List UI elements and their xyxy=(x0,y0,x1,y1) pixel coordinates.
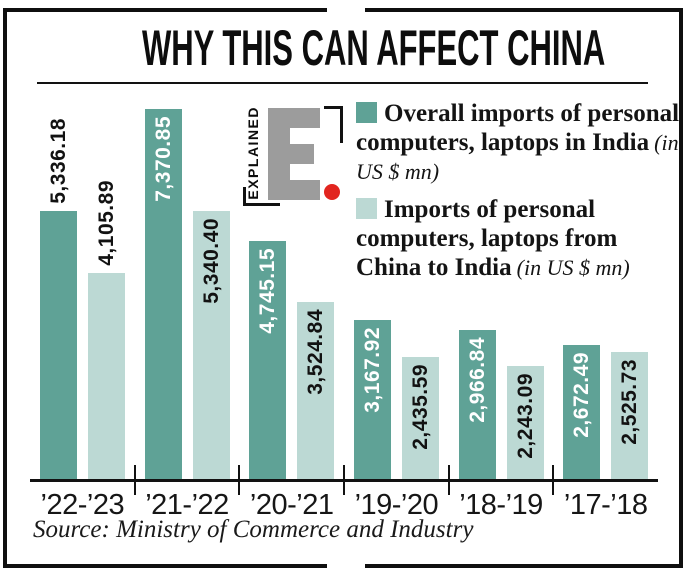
bar-group: 2,672.49 2,525.73 xyxy=(553,90,658,479)
bar-value-label: 2,966.84 xyxy=(465,337,489,423)
legend-label: Overall imports of personal computers, l… xyxy=(356,100,680,156)
category-label: ’20-’21 xyxy=(249,489,334,521)
bar-imports-from-china: 3,524.84 xyxy=(297,302,335,479)
logo-explained-text: EXPLAINED xyxy=(245,106,261,200)
bar-overall-imports: 2,672.49 xyxy=(563,345,601,479)
bar-value-label: 4,105.89 xyxy=(94,180,118,266)
category-label: ’21-’22 xyxy=(145,489,229,521)
bar-column: 2,525.73 xyxy=(611,352,649,479)
category-label: ’22-’23 xyxy=(40,489,125,521)
bar-imports-from-china: 2,243.09 xyxy=(506,366,544,479)
bar-column: 7,370.85 xyxy=(144,109,182,479)
bar-value-label: 5,340.40 xyxy=(199,218,223,304)
bar-group: 3,167.92 2,435.59 xyxy=(344,90,449,479)
legend: Overall imports of personal computers, l… xyxy=(356,99,688,291)
bar-column: 4,105.89 xyxy=(87,180,125,479)
legend-item-overall: Overall imports of personal computers, l… xyxy=(356,99,688,186)
bar-overall-imports: 2,966.84 xyxy=(458,330,496,479)
bar-column: 2,966.84 xyxy=(458,330,496,479)
logo-e-arm-top xyxy=(268,108,320,128)
bar-column: 3,167.92 xyxy=(353,320,391,479)
bar-group: 4,745.15 3,524.84 xyxy=(239,90,344,479)
page-title: WHY THIS CAN AFFECT CHINA xyxy=(141,20,606,76)
logo-red-dot xyxy=(324,184,340,200)
logo-letter-e xyxy=(268,108,320,200)
bar-value-label: 7,370.85 xyxy=(151,116,175,202)
logo-bracket-bottom-left xyxy=(243,187,280,206)
category-label: ’19-’20 xyxy=(354,489,439,521)
bar-value-label: 2,525.73 xyxy=(618,359,642,445)
bar-column: 3,524.84 xyxy=(297,302,335,479)
header: WHY THIS CAN AFFECT CHINA xyxy=(0,22,689,75)
bar-overall-imports xyxy=(39,211,77,479)
axis-tick xyxy=(552,465,555,495)
axis-tick xyxy=(133,465,136,495)
bar-column: 5,340.40 xyxy=(192,211,230,479)
border-gap-top xyxy=(327,6,365,18)
axis-tick xyxy=(238,465,241,495)
category-label: ’18-’19 xyxy=(459,489,543,521)
bar-imports-from-china: 2,525.73 xyxy=(611,352,649,479)
bar-value-label: 2,672.49 xyxy=(570,352,594,438)
bar-group: 7,370.85 5,340.40 xyxy=(135,90,240,479)
bar-column: 2,672.49 xyxy=(563,345,601,479)
explained-logo: EXPLAINED xyxy=(243,100,343,206)
bar-group: 5,336.18 4,105.89 xyxy=(30,90,135,479)
border-gap-bottom xyxy=(327,560,365,572)
bar-overall-imports: 4,745.15 xyxy=(249,241,287,479)
bar-column: 4,745.15 xyxy=(249,241,287,479)
category-label: ’17-’18 xyxy=(563,489,648,521)
category-axis: ’22-’23 ’21-’22 ’20-’21 ’19-’20 ’18-’19 ’17-’… xyxy=(30,489,658,522)
title-divider xyxy=(37,82,648,84)
legend-unit: (in US $ mn) xyxy=(516,255,630,280)
bar-imports-from-china xyxy=(87,273,125,479)
source-note: Source: Ministry of Commerce and Industr… xyxy=(33,516,474,543)
legend-item-china: Imports of personal computers, laptops f… xyxy=(356,195,688,282)
bar-value-label: 4,745.15 xyxy=(256,248,280,334)
bar-column: 2,243.09 xyxy=(506,366,544,479)
bar-value-label: 3,167.92 xyxy=(360,327,384,413)
logo-bracket-top-right xyxy=(324,106,343,143)
legend-swatch-light xyxy=(356,198,377,219)
bar-imports-from-china: 2,435.59 xyxy=(401,357,439,479)
axis-tick xyxy=(343,465,345,495)
logo-e-arm-bottom xyxy=(268,180,320,200)
bar-column: 5,336.18 xyxy=(39,118,77,479)
axis-tick xyxy=(447,465,450,495)
legend-label: Imports of personal computers, laptops f… xyxy=(356,196,618,281)
bar-group: 2,966.84 2,243.09 xyxy=(449,90,554,479)
bar-value-label: 3,524.84 xyxy=(304,309,328,395)
legend-unit: (in US $ mn) xyxy=(356,130,679,184)
bar-imports-from-china: 5,340.40 xyxy=(192,211,230,479)
bar-column: 2,435.59 xyxy=(401,357,439,479)
bar-overall-imports: 3,167.92 xyxy=(353,320,391,479)
logo-e-arm-middle xyxy=(268,144,314,164)
bar-value-label: 5,336.18 xyxy=(46,118,70,204)
legend-swatch-dark xyxy=(356,102,377,123)
bar-overall-imports: 7,370.85 xyxy=(144,109,182,479)
bar-value-label: 2,435.59 xyxy=(408,364,432,450)
bar-value-label: 2,243.09 xyxy=(513,373,537,459)
plot-area: 5,336.18 4,105.89 7,370.85 5,340.40 4,745.15… xyxy=(30,90,658,495)
